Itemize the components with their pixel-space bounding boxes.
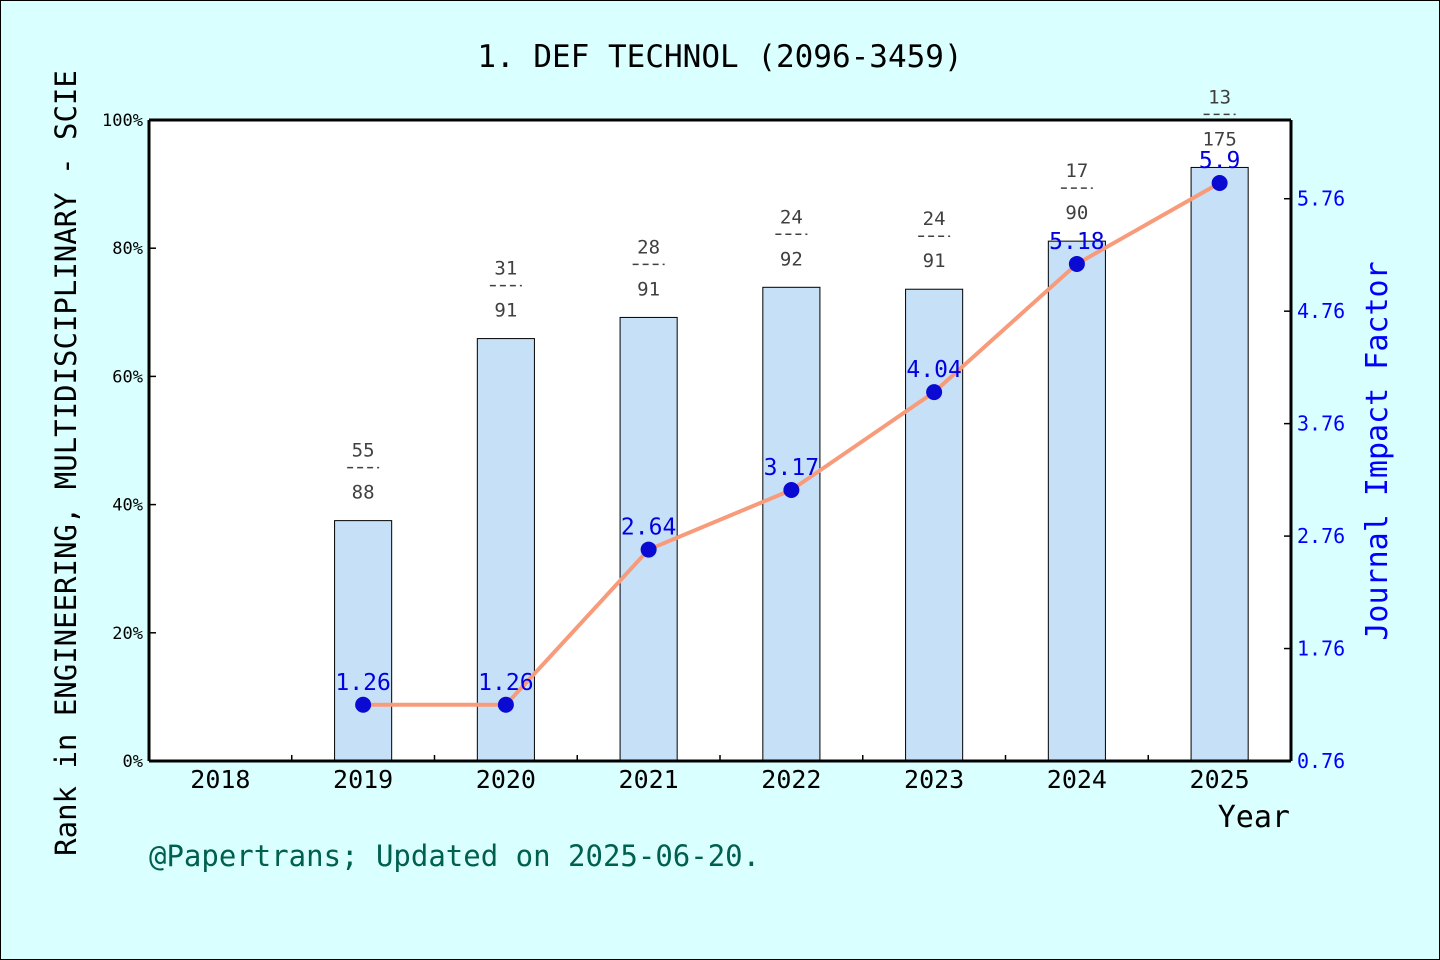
x-tick-label: 2020 xyxy=(476,765,536,794)
bar-total-label: 91 xyxy=(923,250,946,272)
bar-rank-label: 13 xyxy=(1208,86,1231,108)
jif-point-2025 xyxy=(1211,174,1228,191)
bar-rank-label: 28 xyxy=(637,236,660,258)
footer-note: @Papertrans; Updated on 2025-06-20. xyxy=(149,839,760,873)
bar-rank-label: 24 xyxy=(780,206,803,228)
left-tick-label: 0% xyxy=(123,752,143,772)
point-labels-layer: 1.26 1.26 2.64 3.17 4.04 5.18 5.9 xyxy=(335,148,1240,696)
bar-2019 xyxy=(334,520,393,762)
right-tick-label: 4.76 xyxy=(1297,299,1345,323)
bar-rank-label: 24 xyxy=(923,208,946,230)
bar-2023 xyxy=(905,288,964,762)
x-axis-ticks: 2018 2019 2020 2021 2022 2023 2024 2025 xyxy=(190,755,1250,794)
jif-line-segment xyxy=(646,487,794,552)
right-tick-label: 1.76 xyxy=(1297,637,1345,661)
bar-total-label: 91 xyxy=(494,300,517,322)
bar-rank-label: 55 xyxy=(352,440,375,462)
jif-point-2021 xyxy=(640,541,657,558)
bar-2020 xyxy=(476,338,535,762)
jif-line-segment xyxy=(1074,180,1222,266)
jif-value-label: 2.64 xyxy=(621,515,676,541)
jif-point-2024 xyxy=(1068,255,1085,272)
x-tick-label: 2021 xyxy=(619,765,679,794)
y-axis-label-right: Journal Impact Factor xyxy=(1360,261,1395,640)
jif-value-label: 1.26 xyxy=(478,670,533,696)
bar-2022 xyxy=(762,286,821,762)
left-tick-label: 100% xyxy=(102,111,143,131)
x-tick-label: 2024 xyxy=(1047,765,1107,794)
bar-labels-layer: 55 88 31 91 28 91 24 92 24 91 17 90 13 175 xyxy=(347,86,1237,504)
left-tick-label: 80% xyxy=(112,239,143,259)
jif-point-2023 xyxy=(926,384,943,401)
right-axis-ticks: 0.76 1.76 2.76 3.76 4.76 5.76 xyxy=(1284,187,1345,773)
bars-layer xyxy=(334,166,1249,762)
x-axis-label: Year xyxy=(1218,800,1290,835)
left-tick-label: 20% xyxy=(112,624,143,644)
jif-value-label: 5.9 xyxy=(1199,148,1241,174)
y-axis-label-left: Rank in ENGINEERING, MULTIDISCIPLINARY -… xyxy=(49,70,83,856)
bar-rank-label: 31 xyxy=(494,258,517,280)
bar-total-label: 91 xyxy=(637,278,660,300)
jif-point-2019 xyxy=(355,696,372,713)
jif-value-label: 5.18 xyxy=(1049,229,1104,255)
left-axis-ticks: 0% 20% 40% 60% 80% 100% xyxy=(102,111,156,772)
x-tick-label: 2025 xyxy=(1190,765,1250,794)
bar-2025 xyxy=(1190,166,1249,762)
x-tick-label: 2023 xyxy=(904,765,964,794)
bar-total-label: 92 xyxy=(780,248,803,270)
left-tick-label: 40% xyxy=(112,496,143,516)
jif-point-2020 xyxy=(497,696,514,713)
bar-2021 xyxy=(619,316,678,762)
jif-value-label: 4.04 xyxy=(906,357,961,383)
plot-area xyxy=(149,120,1291,761)
bar-2024 xyxy=(1047,240,1106,762)
jif-point-2022 xyxy=(783,481,800,498)
bar-rank-label: 17 xyxy=(1065,160,1088,182)
chart-title: 1. DEF TECHNOL (2096-3459) xyxy=(477,39,962,75)
right-tick-label: 3.76 xyxy=(1297,412,1345,436)
right-tick-label: 2.76 xyxy=(1297,524,1345,548)
right-tick-label: 5.76 xyxy=(1297,187,1345,211)
x-tick-label: 2019 xyxy=(333,765,393,794)
x-tick-label: 2022 xyxy=(761,765,821,794)
jif-value-label: 1.26 xyxy=(335,670,390,696)
x-tick-label: 2018 xyxy=(190,765,250,794)
jif-value-label: 3.17 xyxy=(764,455,819,481)
bar-total-label: 175 xyxy=(1202,128,1236,150)
bar-total-label: 88 xyxy=(352,482,375,504)
right-tick-label: 0.76 xyxy=(1297,749,1345,773)
bar-total-label: 90 xyxy=(1065,202,1088,224)
jif-line-segment xyxy=(503,547,651,707)
left-tick-label: 60% xyxy=(112,367,143,387)
jif-line-segment xyxy=(789,390,937,492)
jif-line-segment xyxy=(932,261,1079,395)
line-layer xyxy=(355,174,1228,713)
